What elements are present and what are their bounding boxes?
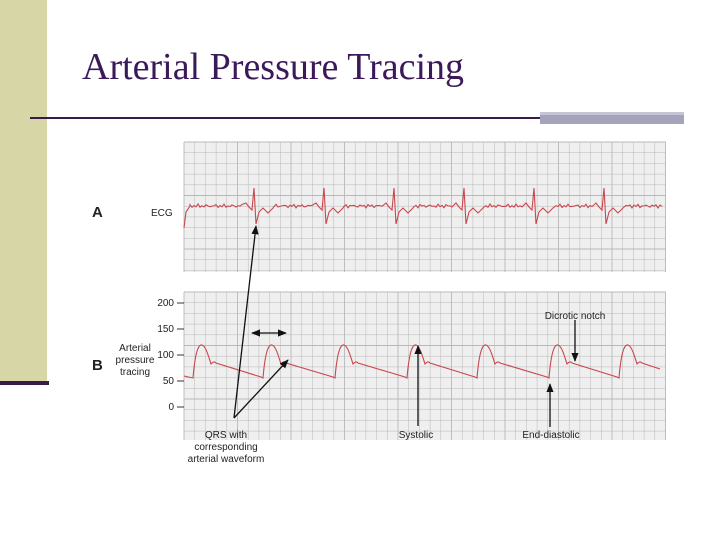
pressure-grid [183, 291, 666, 440]
y-tick-label-50: 50 [163, 376, 175, 387]
y-tick-label-200: 200 [157, 298, 174, 309]
qrs-label-line-2: corresponding [194, 442, 257, 453]
y-tick-label-150: 150 [157, 324, 174, 335]
y-tick-label-0: 0 [168, 402, 174, 413]
pressure-label-line-2: pressure [116, 355, 155, 366]
qrs-arrow-to-ecg [233, 225, 259, 419]
title-underline [30, 117, 540, 119]
y-tick-label-100: 100 [157, 350, 174, 361]
pressure-label-line-3: tracing [120, 367, 150, 378]
qrs-label-line-1: QRS with [205, 430, 247, 441]
panel-b-letter: B [92, 357, 103, 374]
qrs-label-line-3: arterial waveform [188, 454, 265, 465]
annotation-arrows [233, 225, 579, 427]
left-decor-band [0, 0, 47, 384]
title-underline-accent [540, 112, 684, 124]
title-underline-accent-highlight [540, 112, 684, 115]
ecg-trace [183, 187, 663, 229]
panel-a-letter: A [92, 204, 103, 221]
ecg-grid [183, 141, 666, 272]
pressure-label-line-1: Arterial [119, 343, 151, 354]
ecg-label: ECG [151, 208, 173, 219]
left-decor-band-edge [0, 381, 49, 385]
end-diastolic-label: End-diastolic [522, 430, 579, 441]
qrs-arrow-to-pressure [233, 359, 289, 419]
arterial-pressure-figure: A ECG B Arterial pressure tracing 200 15… [88, 140, 668, 468]
systolic-label: Systolic [399, 430, 433, 441]
figure-svg: A ECG B Arterial pressure tracing 200 15… [92, 141, 666, 465]
slide-title: Arterial Pressure Tracing [82, 46, 465, 88]
dicrotic-notch-label: Dicrotic notch [545, 311, 606, 322]
pressure-y-axis: 200 150 100 50 0 [157, 298, 184, 413]
